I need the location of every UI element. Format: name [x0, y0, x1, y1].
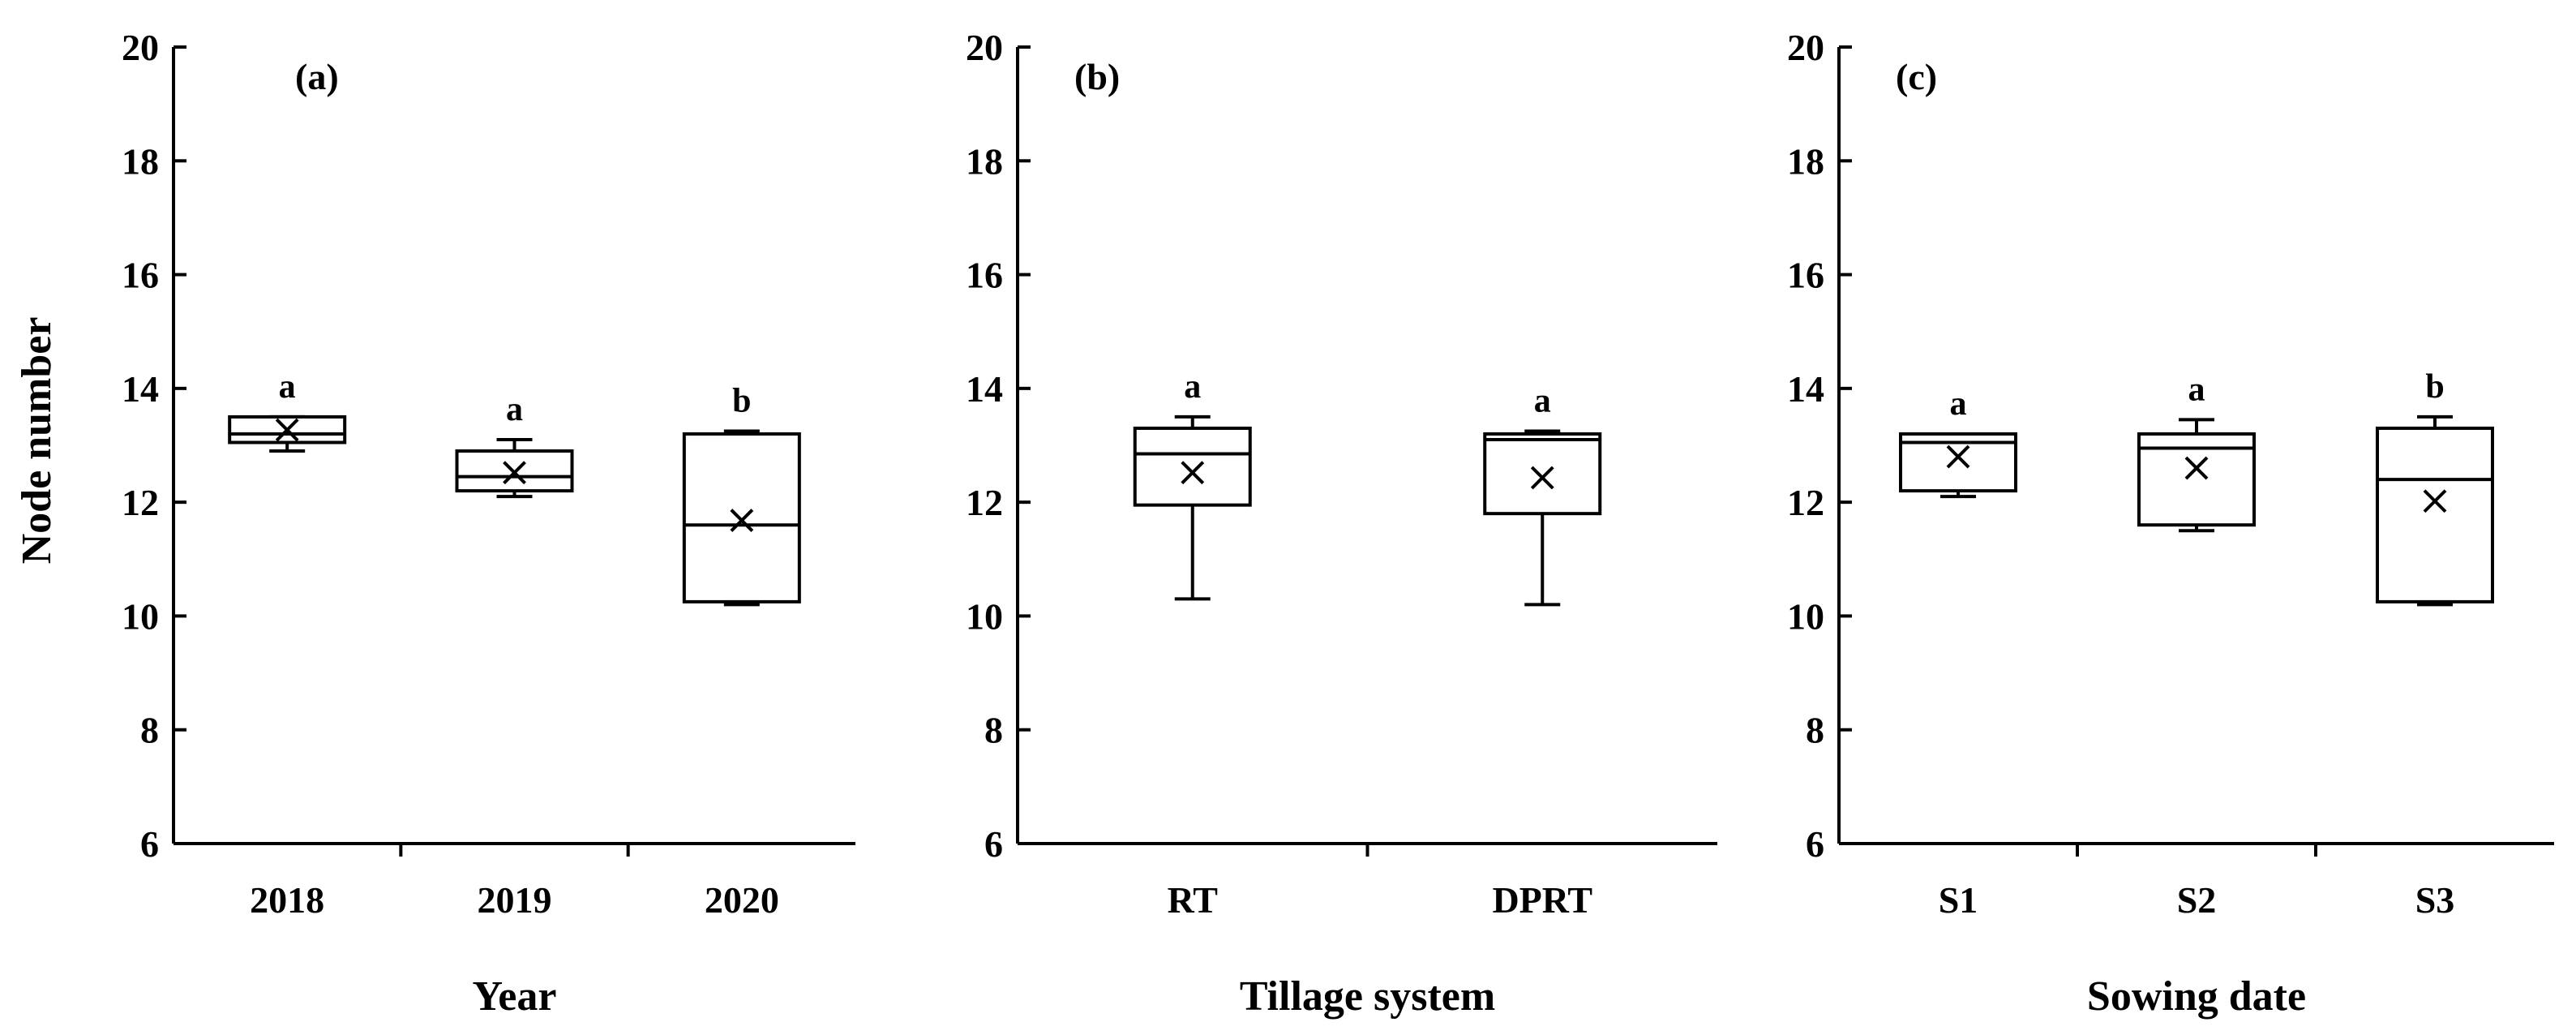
y-tick-label: 14 — [1787, 368, 1824, 410]
iqr-box — [1483, 432, 1602, 516]
x-axis-label: Year — [473, 973, 557, 1020]
mean-marker — [730, 509, 754, 533]
significance-letter: a — [1184, 368, 1201, 406]
x-tick-label: S3 — [2415, 879, 2455, 921]
box-S3: b — [2376, 368, 2494, 607]
mean-marker — [1181, 461, 1205, 485]
mean-marker — [2423, 489, 2447, 513]
y-axis-label: Node number — [14, 317, 60, 565]
mean-marker — [275, 418, 299, 442]
mean-marker — [2184, 456, 2209, 480]
x-tick-label: DPRT — [1492, 879, 1592, 921]
significance-letter: a — [506, 391, 523, 428]
y-tick-label: 18 — [1787, 140, 1824, 182]
y-tick-label: 14 — [122, 368, 159, 410]
y-tick-label: 10 — [1787, 595, 1824, 637]
box-S2: a — [2137, 371, 2256, 533]
y-tick-label: 8 — [1806, 710, 1824, 751]
y-tick-label: 6 — [984, 823, 1003, 865]
x-tick-label: S1 — [1939, 879, 1978, 921]
mean-marker — [503, 461, 526, 485]
significance-letter: a — [2188, 371, 2205, 408]
y-tick-label: 16 — [1787, 255, 1824, 296]
y-tick-label: 18 — [966, 140, 1003, 182]
iqr-box — [2376, 426, 2494, 603]
significance-letter: a — [1534, 382, 1551, 419]
x-tick-label: 2018 — [250, 879, 324, 921]
significance-letter: b — [2425, 368, 2444, 406]
y-tick-label: 6 — [140, 823, 159, 865]
x-tick-label: 2019 — [478, 879, 552, 921]
y-tick-label: 10 — [122, 595, 159, 637]
y-tick-label: 6 — [1806, 823, 1824, 865]
box-S1: a — [1899, 385, 2017, 499]
x-tick-label: 2020 — [705, 879, 779, 921]
y-tick-label: 18 — [122, 140, 159, 182]
y-tick-label: 20 — [1787, 27, 1824, 68]
x-tick-label: RT — [1168, 879, 1218, 921]
box-RT: a — [1133, 368, 1252, 601]
significance-letter: a — [279, 368, 296, 406]
y-tick-label: 16 — [966, 255, 1003, 296]
y-tick-label: 14 — [966, 368, 1003, 410]
y-tick-label: 20 — [966, 27, 1003, 68]
panel-1: 6 8 10 12 14 16 18 20 2018 2019 2020 Year (a) a a b — [122, 27, 855, 1020]
y-tick-label: 12 — [1787, 482, 1824, 523]
mean-marker — [1946, 444, 1970, 469]
box-DPRT: a — [1483, 382, 1602, 607]
x-axis-label: Tillage system — [1240, 973, 1495, 1020]
y-tick-label: 8 — [984, 710, 1003, 751]
y-tick-label: 16 — [122, 255, 159, 296]
iqr-box — [682, 432, 801, 603]
y-tick-label: 10 — [966, 595, 1003, 637]
y-tick-label: 12 — [966, 482, 1003, 523]
iqr-box — [455, 449, 574, 493]
panel-label: (b) — [1074, 56, 1120, 97]
box-2020: b — [682, 382, 801, 607]
x-tick-label: S2 — [2177, 879, 2217, 921]
iqr-box — [1133, 426, 1252, 507]
significance-letter: b — [732, 382, 751, 419]
mean-marker — [1530, 466, 1554, 490]
significance-letter: a — [1950, 385, 1967, 423]
panel-3: 6 8 10 12 14 16 18 20 S1 S2 S3 Sowing date (c) a a b — [1787, 27, 2554, 1020]
y-tick-label: 20 — [122, 27, 159, 68]
panel-label: (a) — [295, 56, 339, 97]
box-2019: a — [455, 391, 574, 499]
x-axis-label: Sowing date — [2087, 973, 2306, 1020]
y-tick-label: 8 — [140, 710, 159, 751]
panel-2: 6 8 10 12 14 16 18 20 RT DPRT Tillage system (b) a a — [966, 27, 1717, 1020]
box-2018: a — [228, 368, 347, 453]
y-tick-label: 12 — [122, 482, 159, 523]
panel-label: (c) — [1896, 56, 1937, 97]
